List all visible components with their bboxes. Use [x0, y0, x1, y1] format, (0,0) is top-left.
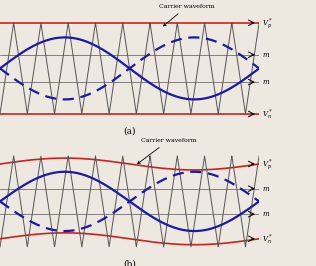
Text: $m$: $m$: [262, 78, 270, 86]
Text: $V_p^*$: $V_p^*$: [262, 157, 273, 171]
Text: $V_n^*$: $V_n^*$: [262, 107, 273, 120]
Text: $V_n^*$: $V_n^*$: [262, 232, 273, 245]
Text: $m$: $m$: [262, 51, 270, 59]
Text: Carrier waveform: Carrier waveform: [159, 4, 214, 26]
Text: $m$: $m$: [262, 185, 270, 193]
Text: $V_p^*$: $V_p^*$: [262, 16, 273, 30]
Text: (a): (a): [123, 127, 136, 136]
Text: Carrier waveform: Carrier waveform: [138, 138, 196, 164]
Text: $m$: $m$: [262, 210, 270, 218]
Text: (b): (b): [123, 260, 136, 266]
